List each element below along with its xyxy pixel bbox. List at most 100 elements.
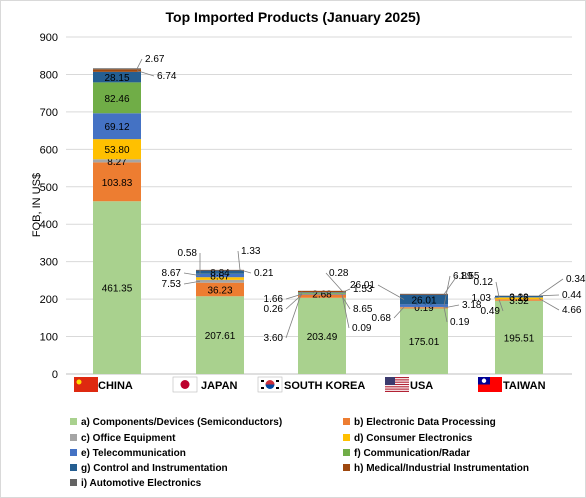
- bar-segment: [93, 71, 141, 83]
- leader-line: [183, 280, 201, 285]
- bar-segment: [93, 201, 141, 374]
- data-label: 2.67: [145, 54, 165, 65]
- usa-flag-stripe: [385, 390, 409, 392]
- data-label: 1.53: [353, 284, 373, 295]
- leader-line: [285, 294, 303, 310]
- korea-flag-trigram: [261, 380, 264, 382]
- legend-entry: c) Office Equipment: [81, 433, 176, 444]
- data-label: 0.21: [254, 268, 274, 279]
- leader-line: [443, 275, 451, 306]
- leader-line: [237, 250, 241, 271]
- data-label: 8.65: [353, 304, 373, 315]
- y-tick-label: 300: [40, 257, 58, 269]
- legend-swatch: [70, 434, 77, 441]
- data-label: 0.28: [329, 268, 349, 279]
- bar-segment: [400, 304, 448, 307]
- usa-flag-stripe: [385, 388, 409, 390]
- data-label: 207.61: [205, 331, 236, 342]
- leader-line: [498, 299, 504, 312]
- data-label: 2.68: [312, 289, 332, 300]
- x-tick-label: CHINA: [98, 380, 133, 392]
- legend-entry: b) Electronic Data Processing: [354, 417, 496, 428]
- data-label: 53.80: [104, 145, 129, 156]
- leader-line: [341, 294, 350, 329]
- legend-swatch: [343, 449, 350, 456]
- korea-flag-trigram: [261, 387, 264, 389]
- data-label: 0.68: [372, 313, 392, 324]
- bar-segment: [196, 282, 244, 297]
- legend-swatch: [343, 418, 350, 425]
- y-tick-label: 0: [52, 369, 58, 381]
- bar-segment: [93, 113, 141, 140]
- data-label: 175.01: [409, 337, 440, 348]
- china-flag-star: [76, 379, 82, 385]
- legend-entry: a) Components/Devices (Semiconductors): [81, 417, 282, 428]
- data-label: 0.19: [414, 303, 434, 314]
- data-label: 3.52: [509, 296, 529, 307]
- bar-segment: [400, 294, 448, 305]
- data-label: 26.01: [411, 295, 436, 306]
- bar-segment: [196, 296, 244, 374]
- data-label: 69.12: [104, 122, 129, 133]
- data-label: 7.53: [162, 279, 182, 290]
- bar-segment: [495, 300, 543, 374]
- legend-entry: h) Medical/Industrial Instrumentation: [354, 463, 529, 474]
- korea-flag-trigram: [276, 380, 279, 382]
- bar-segment: [400, 294, 448, 295]
- data-label: 28.15: [104, 73, 129, 84]
- legend-entry: e) Telecommunication: [81, 448, 186, 459]
- y-axis-label: FOB, IN US$: [31, 173, 43, 237]
- taiwan-flag-sun: [481, 378, 487, 383]
- data-label: 8.67: [210, 272, 230, 283]
- data-label: 6.89: [453, 271, 473, 282]
- data-label: 1.03: [472, 293, 492, 304]
- data-label: 195.51: [504, 333, 535, 344]
- x-tick-label: TAIWAN: [503, 380, 546, 392]
- leader-line: [136, 58, 143, 69]
- data-label: 0.12: [474, 277, 494, 288]
- bar-segment: [400, 308, 448, 374]
- y-tick-label: 100: [40, 332, 58, 344]
- data-label: 0.26: [264, 304, 284, 315]
- data-label: 82.46: [104, 94, 129, 105]
- data-label: 36.23: [207, 285, 232, 296]
- y-tick-label: 700: [40, 107, 58, 119]
- bar-segment: [400, 307, 448, 309]
- legend-swatch: [70, 449, 77, 456]
- leader-line: [493, 296, 500, 299]
- y-tick-label: 200: [40, 294, 58, 306]
- usa-flag-canton: [385, 377, 395, 385]
- y-tick-label: 800: [40, 69, 58, 81]
- data-label: 3.18: [462, 300, 482, 311]
- leader-line: [538, 298, 560, 311]
- data-label: 26.01: [350, 280, 375, 291]
- leader-line: [393, 306, 405, 319]
- data-label: 0.09: [352, 323, 372, 334]
- data-label: 103.83: [102, 178, 133, 189]
- legend-entry: f) Communication/Radar: [354, 448, 470, 459]
- bar-segment: [298, 294, 346, 298]
- bar-segment: [298, 293, 346, 295]
- legend-swatch: [343, 434, 350, 441]
- leader-line: [377, 284, 405, 300]
- data-label: 0.12: [509, 293, 529, 304]
- bar-segment: [93, 82, 141, 114]
- legend-entry: d) Consumer Electronics: [354, 433, 473, 444]
- legend-entry: g) Control and Instrumentation: [81, 463, 228, 474]
- y-tick-label: 900: [40, 32, 58, 44]
- bar-segment: [196, 277, 244, 280]
- bar-segment: [196, 270, 244, 274]
- leader-line: [443, 306, 448, 323]
- y-tick-label: 600: [40, 144, 58, 156]
- leader-line: [285, 291, 303, 339]
- data-label: 6.74: [157, 71, 177, 82]
- bar-segment: [93, 69, 141, 72]
- bar-segment: [93, 139, 141, 160]
- data-label: 0.19: [450, 317, 470, 328]
- legend-swatch: [343, 464, 350, 471]
- legend-swatch: [70, 479, 77, 486]
- bar-segment: [298, 292, 346, 293]
- data-label: 1.66: [264, 294, 284, 305]
- legend-swatch: [70, 418, 77, 425]
- leader-line: [239, 269, 252, 274]
